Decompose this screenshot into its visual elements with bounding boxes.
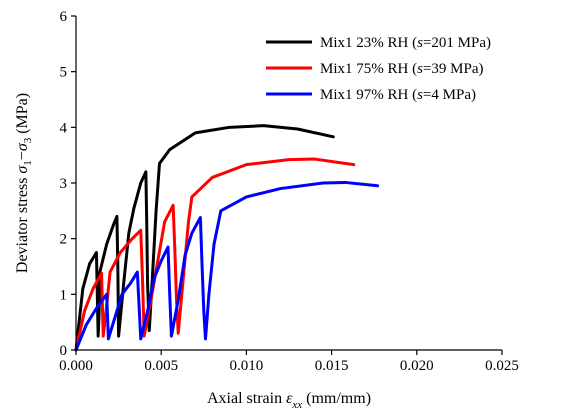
y-tick-label: 2 (60, 232, 68, 248)
x-tick-label: 0.015 (315, 358, 349, 374)
x-axis-title-symbol: ε (286, 390, 293, 407)
legend-entry-75rh: Mix1 75% RH (s=39 MPa) (266, 61, 483, 77)
y-axis-title-minus: − (14, 151, 31, 160)
series-line-2 (74, 180, 380, 352)
x-tick-label: 0.010 (230, 358, 264, 374)
legend-label-23rh-s: s (417, 35, 423, 51)
x-axis-title-unit: (mm/mm) (302, 390, 371, 407)
y-tick-label: 1 (60, 287, 68, 303)
y-axis-title-sigma3: σ (14, 142, 31, 151)
legend-label-97rh: Mix1 97% RH (s=4 MPa) (320, 87, 476, 103)
legend: Mix1 23% RH (s=201 MPa) Mix1 75% RH (s=3… (266, 35, 491, 103)
series-line-0 (74, 124, 335, 352)
x-tick-label: 0.025 (485, 358, 519, 374)
legend-label-97rh-rest: =4 MPa) (423, 87, 476, 103)
y-tick-label: 3 (60, 176, 68, 192)
x-axis-title-prefix: Axial strain (207, 390, 286, 407)
legend-label-23rh-rest: =201 MPa) (423, 35, 491, 51)
y-axis-title-prefix: Deviator stress (14, 174, 31, 274)
legend-entry-97rh: Mix1 97% RH (s=4 MPa) (266, 87, 476, 103)
legend-label-97rh-s: s (417, 87, 423, 103)
y-tick-label: 5 (60, 65, 68, 81)
x-axis-title-subscript: xx (291, 399, 302, 411)
x-tick-label: 0.005 (144, 358, 178, 374)
x-ticks: 0.000 0.005 0.010 0.015 0.020 0.025 (59, 350, 519, 374)
legend-label-75rh-s: s (417, 61, 423, 77)
y-axis-title: Deviator stress σ1−σ3 (MPa) (14, 93, 34, 273)
y-tick-label: 4 (60, 120, 68, 136)
y-tick-label: 0 (60, 343, 68, 359)
legend-entry-23rh: Mix1 23% RH (s=201 MPa) (266, 35, 491, 51)
legend-label-75rh-rest: =39 MPa) (423, 61, 484, 77)
legend-label-23rh-main: Mix1 23% RH ( (320, 35, 417, 51)
x-axis-title: Axial strain εxx (mm/mm) (207, 390, 371, 411)
y-tick-label: 6 (60, 9, 68, 25)
legend-label-75rh: Mix1 75% RH (s=39 MPa) (320, 61, 483, 77)
x-tick-label: 0.000 (59, 358, 93, 374)
y-axis-title-sigma1: σ (14, 165, 31, 174)
legend-label-75rh-main: Mix1 75% RH ( (320, 61, 417, 77)
y-axis-title-unit: (MPa) (14, 93, 31, 138)
legend-label-97rh-main: Mix1 97% RH ( (320, 87, 417, 103)
y-axis-title-sub3: 3 (22, 137, 34, 143)
legend-label-23rh: Mix1 23% RH (s=201 MPa) (320, 35, 491, 51)
series-layer (74, 124, 380, 352)
x-tick-label: 0.020 (400, 358, 434, 374)
y-ticks: 0 1 2 3 4 5 6 (60, 9, 76, 359)
y-axis-title-sub1: 1 (22, 160, 34, 166)
